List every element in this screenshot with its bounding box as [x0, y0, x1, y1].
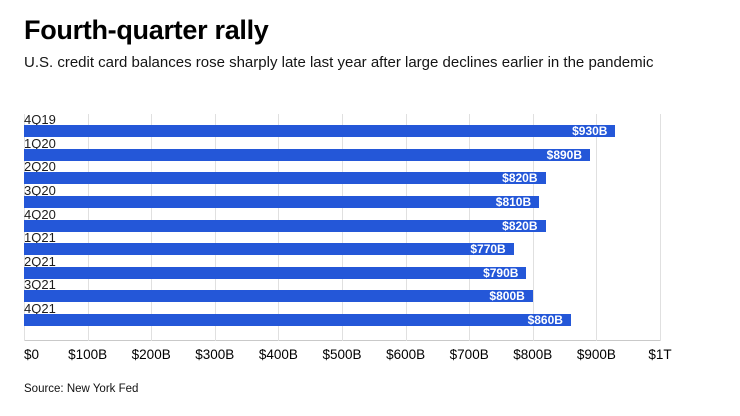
- page-subtitle: U.S. credit card balances rose sharply l…: [24, 53, 654, 71]
- bar: $820B: [24, 171, 546, 186]
- value-label: $860B: [527, 313, 563, 327]
- bar: $790B: [24, 265, 527, 280]
- bar: $890B: [24, 147, 591, 162]
- chart-header: Fourth-quarter rally U.S. credit card ba…: [24, 15, 716, 72]
- bar: $810B: [24, 194, 540, 209]
- bar-row: 1Q21 $770B: [24, 230, 660, 257]
- x-axis-tick: $900B: [576, 347, 616, 362]
- source-note: Source: New York Fed: [24, 383, 139, 395]
- bar-row: 3Q20 $810B: [24, 182, 660, 209]
- x-axis-tick: $1T: [648, 347, 672, 362]
- value-label: $890B: [546, 147, 583, 162]
- category-label: 2Q20: [24, 159, 56, 175]
- x-axis-tick: $500B: [322, 347, 362, 362]
- bar-row: 3Q21 $800B: [24, 277, 660, 304]
- bar: $930B: [24, 124, 616, 138]
- value-label: $800B: [489, 289, 525, 304]
- value-label: $930B: [572, 124, 608, 138]
- x-axis-tick: $800B: [513, 347, 553, 362]
- category-label: 2Q21: [24, 253, 56, 269]
- bar: $820B: [24, 218, 546, 233]
- bar-rows: 4Q19 $930B 1Q20 $890B 2Q20 $820B 3Q20 $810B 4Q20…: [24, 112, 660, 326]
- value-label: $820B: [502, 218, 538, 233]
- x-axis-tick: $0: [24, 347, 40, 362]
- x-axis-tick: $700B: [449, 347, 489, 362]
- bar: $770B: [24, 242, 514, 257]
- bar: $860B: [24, 314, 571, 326]
- x-axis-tick: $200B: [131, 347, 171, 362]
- category-label: 3Q20: [24, 182, 56, 198]
- page-title: Fourth-quarter rally: [24, 15, 269, 45]
- category-label: 3Q21: [24, 277, 56, 293]
- category-label: 4Q19: [24, 112, 56, 127]
- x-axis: $0 $100B $200B $300B $400B $500B $600B $700B $80…: [24, 347, 672, 363]
- value-label: $770B: [470, 242, 506, 257]
- bar-row: 4Q19 $930B: [24, 112, 660, 138]
- x-axis-tick: $600B: [386, 347, 426, 362]
- value-label: $790B: [483, 265, 519, 280]
- category-label: 1Q20: [24, 135, 56, 151]
- category-label: 1Q21: [24, 230, 56, 246]
- gridline: [660, 114, 661, 341]
- bar-row: 4Q21 $860B: [24, 301, 660, 326]
- category-label: 4Q20: [24, 206, 56, 222]
- bar-chart-plot-area: 4Q19 $930B 1Q20 $890B 2Q20 $820B 3Q20 $810B 4Q20…: [24, 112, 661, 341]
- bar-row: 2Q20 $820B: [24, 159, 660, 186]
- bar-row: 2Q21 $790B: [24, 253, 660, 280]
- value-label: $820B: [502, 171, 538, 186]
- x-axis-tick: $400B: [258, 347, 298, 362]
- x-axis-tick: $300B: [195, 347, 235, 362]
- bar-row: 4Q20 $820B: [24, 206, 660, 233]
- value-label: $810B: [495, 194, 532, 209]
- x-axis-tick: $100B: [68, 347, 108, 362]
- bar: $800B: [24, 289, 533, 304]
- bar-row: 1Q20 $890B: [24, 135, 660, 162]
- gridline: [596, 114, 598, 341]
- category-label: 4Q21: [24, 301, 56, 316]
